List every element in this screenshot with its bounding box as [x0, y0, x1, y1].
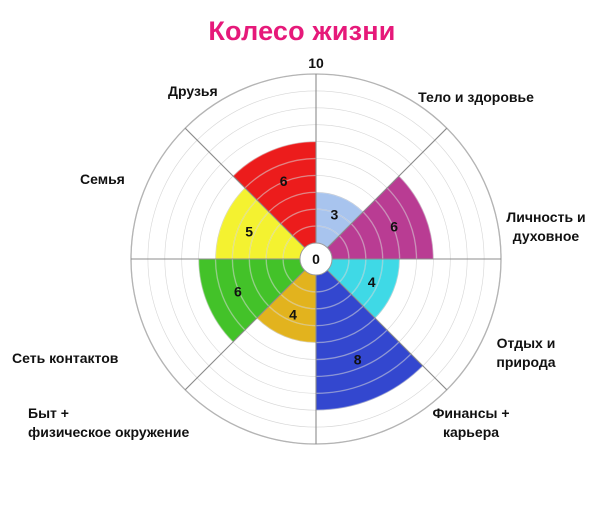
value-label: 4	[289, 307, 297, 323]
max-value-label: 10	[308, 55, 324, 71]
sector-bar	[316, 259, 400, 319]
sector-label-home: Быт + физическое окружение	[28, 405, 190, 440]
spoke-line	[315, 258, 448, 391]
center-hub	[299, 242, 333, 276]
value-label: 4	[368, 274, 376, 290]
sector-label-finance: Финансы + карьера	[432, 405, 510, 440]
value-label: 6	[234, 283, 242, 299]
sector-label-rest: Отдых и природа	[496, 335, 556, 370]
spoke-line	[184, 127, 317, 260]
value-label: 6	[390, 219, 398, 235]
sector-bar	[232, 141, 316, 259]
sector-bar	[256, 259, 316, 343]
sector-label-body: Тело и здоровье	[418, 89, 534, 105]
value-label: 3	[330, 207, 338, 223]
sector-label-friends: Друзья	[168, 83, 218, 99]
spoke-line	[184, 258, 317, 391]
sector-bar	[316, 175, 434, 259]
sector-bar	[215, 187, 316, 259]
sector-label-family: Семья	[80, 171, 125, 187]
sector-bar	[316, 192, 364, 259]
sector-bar	[316, 259, 423, 411]
center-value-label: 0	[312, 251, 320, 267]
value-label: 5	[245, 223, 253, 239]
chart-title: Колесо жизни	[208, 16, 396, 46]
sector-bar	[198, 259, 316, 343]
sector-label-network: Сеть контактов	[12, 350, 119, 366]
sector-label-personality: Личность и духовное	[506, 209, 586, 244]
value-label: 6	[280, 173, 288, 189]
value-label: 8	[354, 352, 362, 368]
spoke-line	[315, 127, 448, 260]
